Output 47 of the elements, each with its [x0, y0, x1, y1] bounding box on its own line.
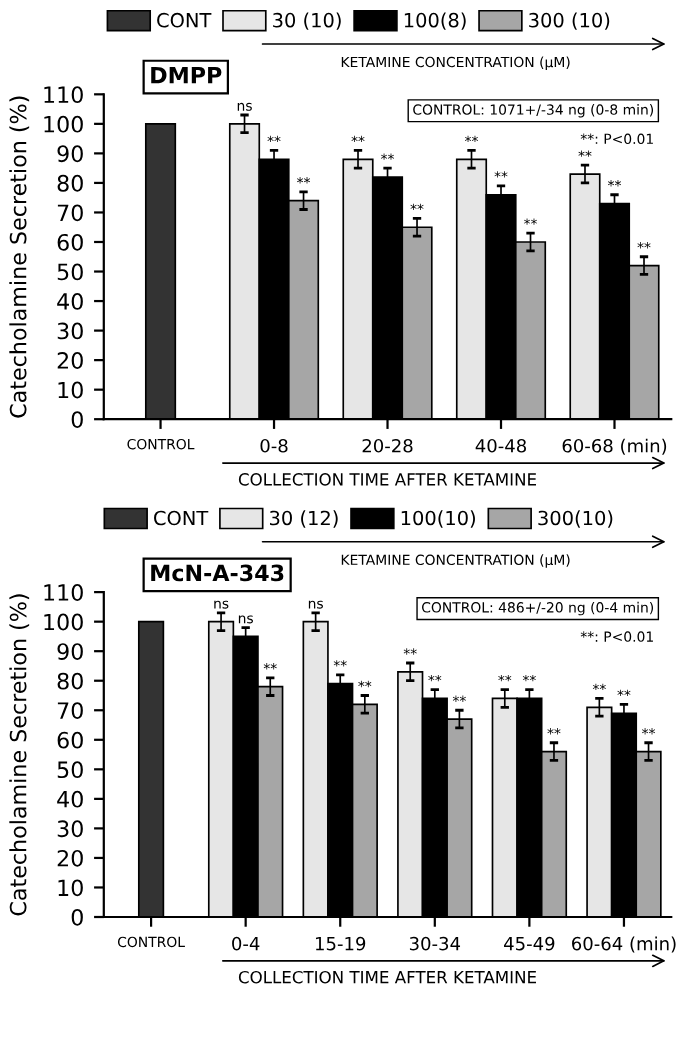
y-tick-label: 50 — [57, 263, 83, 281]
y-tick-label: 110 — [44, 86, 83, 104]
y-axis-title: Catecholamine Secretion (%) — [9, 96, 30, 418]
x-tick-label: 60-68 (min) — [562, 438, 667, 455]
x-tick-label: 20-28 — [362, 438, 413, 453]
y-tick-label: 10 — [58, 879, 83, 897]
y-tick-label: 90 — [57, 643, 83, 660]
x-tick-label: 0-4 — [232, 936, 260, 951]
chart-title: DMPP — [151, 67, 222, 84]
y-tick-label: 60 — [57, 731, 83, 749]
y-tick-label: 50 — [57, 761, 83, 779]
x-tick-label: 60-64 (min) — [572, 936, 676, 953]
x-axis-title: COLLECTION TIME AFTER KETAMINE — [238, 473, 536, 486]
legend-label: 300(10) — [538, 510, 613, 528]
legend-label: 300 (10) — [529, 12, 610, 30]
y-tick-label: 0 — [71, 411, 83, 428]
y-tick-label: 80 — [57, 174, 83, 192]
y-tick-label: 40 — [57, 293, 83, 310]
y-tick-label: 30 — [57, 820, 83, 838]
chart-title: McN-A-343 — [151, 564, 284, 582]
y-tick-label: 90 — [57, 145, 83, 163]
legend-label: CONT — [154, 510, 209, 526]
y-tick-label: 10 — [58, 381, 83, 399]
legend-label: 30 (10) — [273, 12, 341, 30]
x-tick-label: 15-19 — [315, 936, 366, 951]
y-tick-label: 70 — [57, 702, 83, 720]
y-tick-label: 100 — [44, 115, 83, 133]
y-tick-label: 0 — [71, 908, 83, 926]
x-tick-label: 40-48 — [475, 438, 527, 453]
y-tick-label: 20 — [57, 352, 83, 369]
y-tick-label: 100 — [44, 613, 83, 631]
y-axis-title: Catecholamine Secretion (%) — [9, 594, 30, 916]
y-tick-label: 40 — [57, 790, 83, 808]
x-axis-title: COLLECTION TIME AFTER KETAMINE — [238, 970, 536, 984]
legend-label: 100(10) — [401, 510, 475, 528]
legend-label: CONT — [157, 12, 212, 28]
x-tick-label: 45-49 — [504, 936, 555, 951]
legend-label: 100(8) — [404, 12, 466, 30]
y-tick-label: 30 — [57, 322, 83, 340]
x-tick-label: 0-8 — [260, 438, 288, 453]
y-tick-label: 110 — [44, 584, 83, 601]
y-tick-label: 80 — [57, 672, 83, 690]
y-tick-label: 20 — [57, 849, 83, 867]
y-tick-label: 70 — [57, 204, 83, 222]
x-tick-label: 30-34 — [409, 936, 461, 951]
y-tick-label: 60 — [57, 233, 83, 251]
legend-label: 30 (12) — [270, 510, 338, 528]
